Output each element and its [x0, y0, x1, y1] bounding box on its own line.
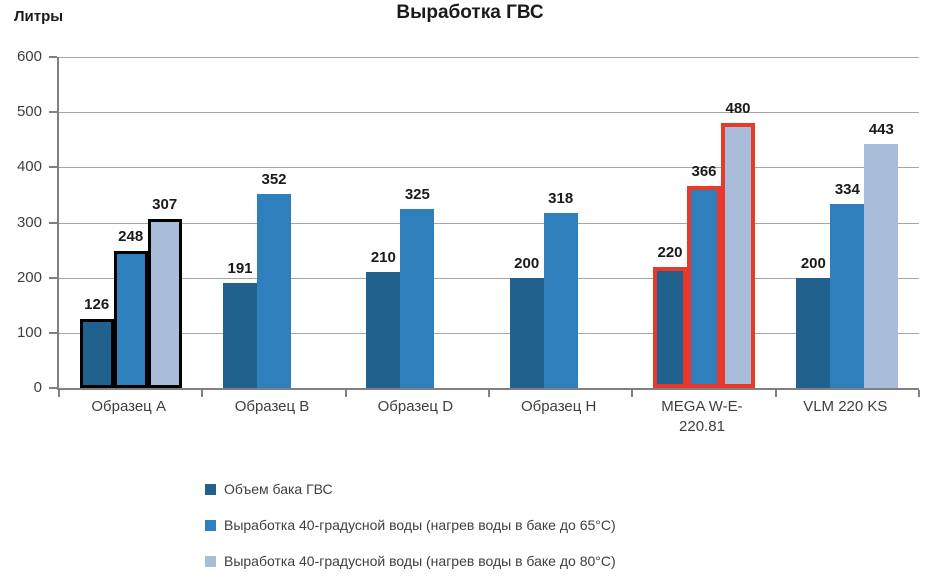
- y-axis-title: Литры: [14, 8, 64, 25]
- y-axis-tick: [49, 56, 57, 58]
- bar: [509, 277, 544, 388]
- bar-value-label: 126: [84, 295, 110, 313]
- y-axis-tick-label: 500: [16, 103, 42, 121]
- category-label-text: MEGA W-E-220.81: [661, 398, 743, 435]
- chart-title: Выработка ГВС: [396, 2, 544, 23]
- bar: [79, 318, 114, 388]
- y-axis-tick-label: 100: [16, 323, 42, 341]
- bar-value-label: 334: [834, 180, 860, 198]
- bar: [400, 208, 435, 388]
- y-axis-labels: 0 100 200 300 400 500 600: [0, 48, 42, 396]
- bar: [257, 193, 291, 388]
- bar-value-label: 443: [868, 120, 894, 138]
- legend-item-tank-volume: Объем бака ГВС: [205, 481, 616, 497]
- bar: [796, 277, 831, 388]
- bar-value-label: 200: [800, 254, 826, 272]
- x-axis-tick: [58, 390, 60, 397]
- legend-label-series-1: Объем бака ГВС: [224, 481, 333, 497]
- bar: [366, 272, 401, 388]
- bar-value-label: 366: [691, 163, 717, 181]
- bar-value-label: 318: [548, 189, 574, 207]
- category-label: Образец H: [487, 397, 630, 417]
- category-label-text: Образец A: [91, 398, 166, 415]
- y-axis-tick-label: 200: [16, 268, 42, 286]
- category-label-text: VLM 220 KS: [803, 398, 888, 415]
- x-axis-tick: [488, 390, 490, 397]
- bar-value-label: 325: [404, 185, 430, 203]
- x-axis-tick: [918, 390, 920, 397]
- bar: [223, 282, 257, 388]
- legend-item-80c: Выработка 40-градусной воды (нагрев воды…: [205, 553, 616, 569]
- y-axis-tick-label: 400: [16, 158, 42, 176]
- x-axis-tick: [344, 390, 347, 397]
- y-axis-tick: [49, 276, 57, 279]
- y-axis-tick: [49, 387, 57, 389]
- bar: [147, 218, 182, 388]
- y-axis-tick: [49, 221, 57, 224]
- bar-value-label: 352: [261, 170, 287, 188]
- plot-area: 126 248 307 191 352 210 325 200 318 220 366 480 200 3…: [49, 56, 920, 397]
- category-label: MEGA W-E-220.81: [630, 397, 773, 436]
- bar-value-label: 210: [370, 249, 396, 267]
- legend: Объем бака ГВС Выработка 40-градусной во…: [205, 481, 616, 588]
- bar-value-label: 248: [118, 228, 144, 246]
- bar: [113, 251, 148, 388]
- legend-label-series-2: Выработка 40-градусной воды (нагрев воды…: [224, 517, 616, 533]
- category-label-text: Образец B: [234, 398, 310, 415]
- y-axis-tick-label: 300: [16, 213, 42, 231]
- x-axis-labels: Образец A Образец B Образец D Образец H MEGA…: [57, 397, 917, 441]
- category-label-text: Образец D: [377, 398, 454, 415]
- category-label: Образец A: [57, 397, 200, 417]
- legend-swatch-series-2: [205, 519, 216, 531]
- x-axis-tick: [201, 390, 204, 397]
- legend-swatch-series-1: [205, 483, 216, 495]
- y-axis-tick-label: 600: [16, 48, 42, 65]
- bar: [687, 186, 721, 388]
- bar-value-label: 191: [227, 259, 253, 277]
- legend-item-65c: Выработка 40-градусной воды (нагрев воды…: [205, 517, 616, 533]
- bar-value-label: 220: [657, 243, 683, 261]
- bar: [653, 266, 687, 388]
- bar: [830, 203, 865, 388]
- gridline: [59, 277, 919, 279]
- x-axis-tick: [774, 390, 777, 397]
- y-axis-tick: [49, 166, 57, 169]
- legend-swatch-series-3: [205, 555, 216, 567]
- y-axis-tick: [49, 331, 57, 334]
- bar-value-label: 307: [152, 195, 178, 213]
- bar: [543, 212, 578, 388]
- bar-value-label: 200: [514, 254, 540, 272]
- gridline: [59, 332, 919, 334]
- y-axis-tick-label: 0: [33, 379, 42, 396]
- gridline: [59, 167, 919, 169]
- category-label: Образец B: [200, 397, 343, 417]
- bar: [864, 143, 899, 388]
- bar-value-label: 480: [725, 100, 751, 118]
- category-label-text: Образец H: [520, 398, 597, 415]
- category-label: VLM 220 KS: [774, 397, 917, 417]
- legend-label-series-3: Выработка 40-градусной воды (нагрев воды…: [224, 553, 616, 569]
- x-axis-tick: [631, 390, 634, 397]
- gridline: [59, 112, 919, 114]
- y-axis-tick: [49, 111, 57, 114]
- category-label: Образец D: [344, 397, 487, 417]
- bar: [721, 123, 755, 388]
- gridline: [59, 57, 919, 58]
- gridline: [59, 222, 919, 224]
